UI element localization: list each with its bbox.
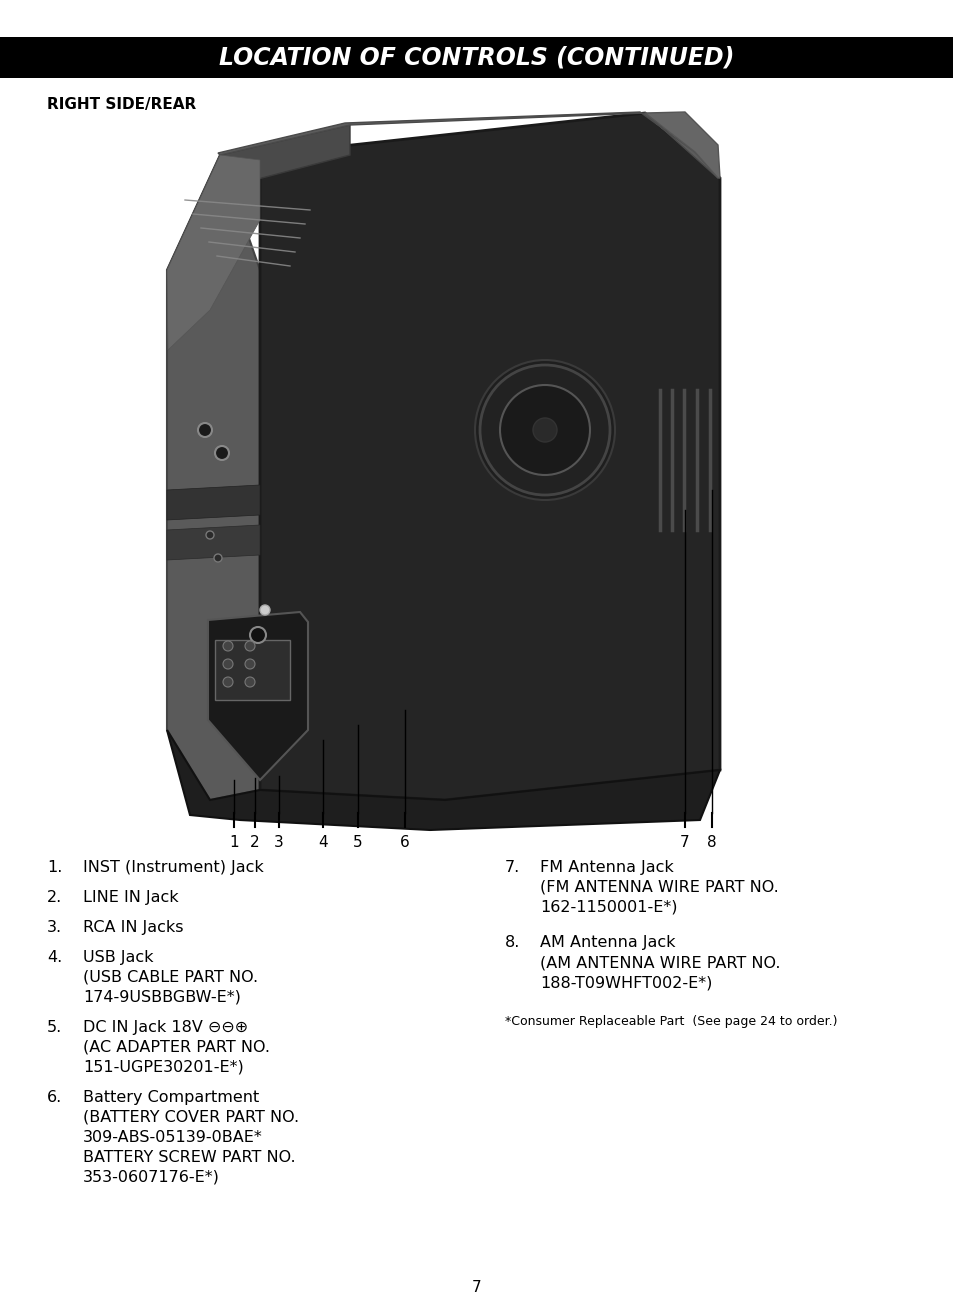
Circle shape — [260, 605, 270, 615]
Circle shape — [214, 446, 229, 461]
Text: RCA IN Jacks: RCA IN Jacks — [83, 920, 183, 934]
Circle shape — [223, 676, 233, 687]
Text: 1: 1 — [229, 834, 238, 850]
Text: 6.: 6. — [47, 1090, 62, 1105]
Circle shape — [475, 361, 615, 500]
Text: USB Jack: USB Jack — [83, 950, 153, 965]
Circle shape — [206, 530, 213, 540]
Circle shape — [499, 386, 589, 475]
Text: 309-ABS-05139-0BAE*: 309-ABS-05139-0BAE* — [83, 1130, 262, 1145]
Polygon shape — [167, 155, 260, 350]
Circle shape — [245, 641, 254, 651]
Text: 7.: 7. — [504, 859, 519, 875]
Text: BATTERY SCREW PART NO.: BATTERY SCREW PART NO. — [83, 1150, 295, 1165]
Text: (AC ADAPTER PART NO.: (AC ADAPTER PART NO. — [83, 1040, 270, 1055]
Text: 4.: 4. — [47, 950, 62, 965]
Polygon shape — [218, 112, 718, 178]
Text: 4: 4 — [318, 834, 328, 850]
Circle shape — [223, 659, 233, 669]
Text: 8.: 8. — [504, 934, 519, 950]
Text: AM Antenna Jack: AM Antenna Jack — [539, 934, 675, 950]
Text: (FM ANTENNA WIRE PART NO.: (FM ANTENNA WIRE PART NO. — [539, 880, 778, 895]
Text: (AM ANTENNA WIRE PART NO.: (AM ANTENNA WIRE PART NO. — [539, 955, 780, 970]
Text: 1.: 1. — [47, 859, 62, 875]
Text: 2.: 2. — [47, 890, 62, 905]
Polygon shape — [167, 125, 350, 290]
Polygon shape — [260, 113, 720, 800]
Circle shape — [250, 626, 266, 644]
Text: RIGHT SIDE/REAR: RIGHT SIDE/REAR — [47, 97, 196, 112]
Text: *Consumer Replaceable Part  (See page 24 to order.): *Consumer Replaceable Part (See page 24 … — [504, 1015, 837, 1028]
Text: (BATTERY COVER PART NO.: (BATTERY COVER PART NO. — [83, 1109, 299, 1125]
Text: 174-9USBBGBW-E*): 174-9USBBGBW-E*) — [83, 990, 240, 1005]
Text: 162-1150001-E*): 162-1150001-E*) — [539, 900, 677, 915]
Text: 2: 2 — [250, 834, 259, 850]
Circle shape — [479, 365, 609, 495]
Text: 5.: 5. — [47, 1020, 62, 1034]
Text: FM Antenna Jack: FM Antenna Jack — [539, 859, 673, 875]
Text: 7: 7 — [472, 1280, 481, 1295]
Text: (USB CABLE PART NO.: (USB CABLE PART NO. — [83, 970, 258, 984]
Circle shape — [213, 554, 222, 562]
Polygon shape — [167, 486, 260, 520]
Polygon shape — [644, 112, 720, 178]
Text: LOCATION OF CONTROLS (CONTINUED): LOCATION OF CONTROLS (CONTINUED) — [219, 46, 734, 70]
Text: 3.: 3. — [47, 920, 62, 934]
Text: 188-T09WHFT002-E*): 188-T09WHFT002-E*) — [539, 975, 712, 990]
Text: 7: 7 — [679, 834, 689, 850]
Bar — [0, 37, 953, 78]
Text: LINE IN Jack: LINE IN Jack — [83, 890, 178, 905]
Text: 6: 6 — [399, 834, 410, 850]
Bar — [214, 640, 290, 700]
Text: 3: 3 — [274, 834, 284, 850]
Text: 8: 8 — [706, 834, 716, 850]
Circle shape — [245, 676, 254, 687]
Text: Battery Compartment: Battery Compartment — [83, 1090, 259, 1105]
Text: 5: 5 — [353, 834, 362, 850]
Circle shape — [198, 422, 212, 437]
Text: DC IN Jack 18V ⊖⊖⊕: DC IN Jack 18V ⊖⊖⊕ — [83, 1020, 248, 1034]
Polygon shape — [167, 525, 260, 561]
Text: 353-0607176-E*): 353-0607176-E*) — [83, 1170, 219, 1184]
Text: INST (Instrument) Jack: INST (Instrument) Jack — [83, 859, 263, 875]
Polygon shape — [167, 155, 260, 800]
Text: 151-UGPE30201-E*): 151-UGPE30201-E*) — [83, 1059, 244, 1075]
Polygon shape — [208, 612, 308, 780]
Polygon shape — [167, 730, 720, 830]
Circle shape — [533, 418, 557, 442]
Circle shape — [245, 659, 254, 669]
Circle shape — [223, 641, 233, 651]
